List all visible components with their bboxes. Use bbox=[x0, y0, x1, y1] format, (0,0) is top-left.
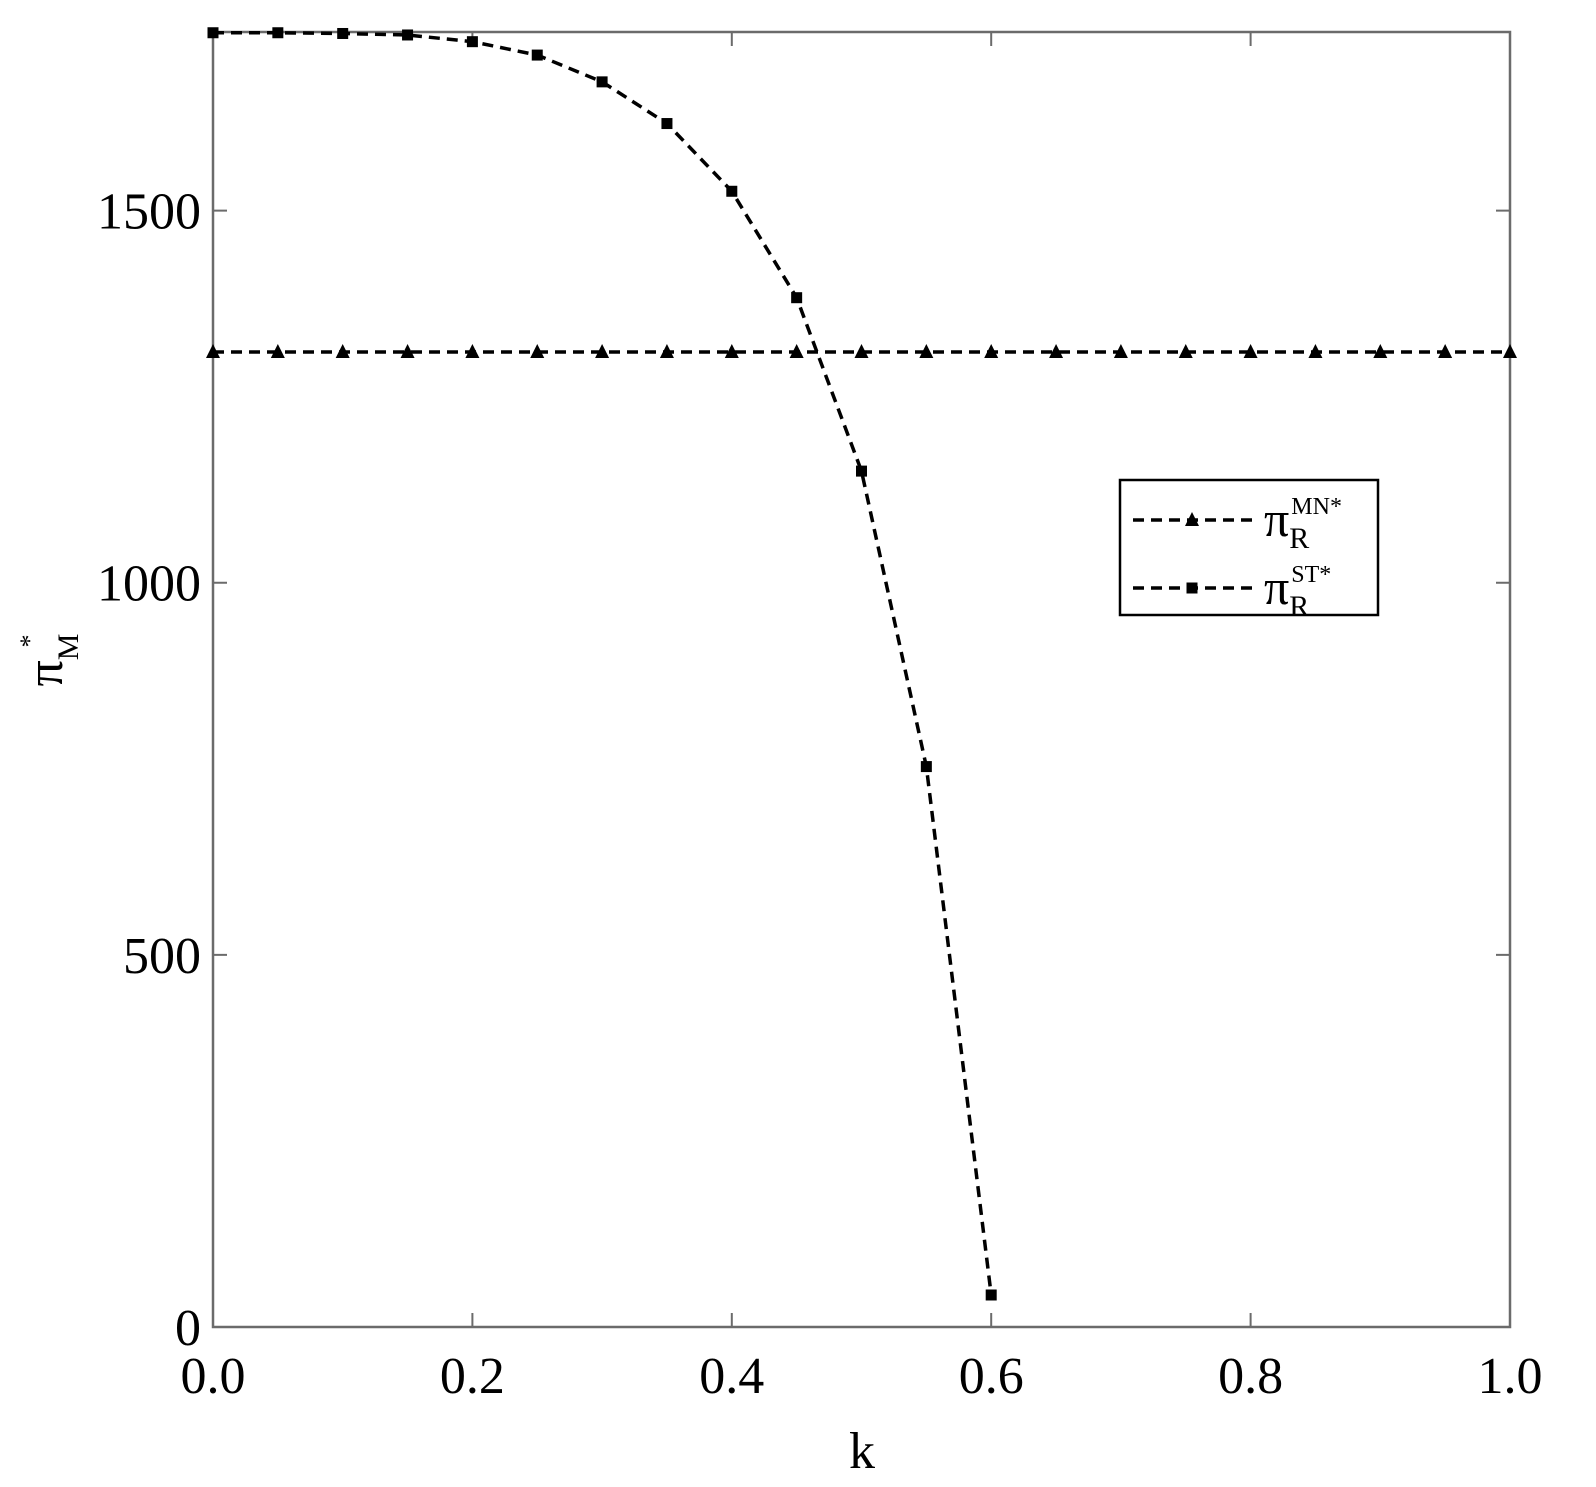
marker bbox=[1243, 344, 1258, 359]
legend-marker bbox=[1185, 512, 1199, 526]
marker bbox=[1113, 344, 1128, 359]
marker bbox=[530, 344, 545, 359]
marker bbox=[856, 465, 867, 477]
legend-name: π bbox=[1264, 491, 1289, 547]
x-tick-label: 0.8 bbox=[1218, 1348, 1283, 1405]
legend-sub: R bbox=[1289, 590, 1309, 623]
marker bbox=[207, 27, 219, 39]
legend-sup: ST* bbox=[1291, 562, 1331, 588]
series-line bbox=[213, 30, 993, 1296]
legend-label: πRST* bbox=[1264, 559, 1331, 623]
legend-box bbox=[1118, 478, 1380, 617]
marker bbox=[206, 344, 220, 359]
x-tick-label: 0.6 bbox=[959, 1348, 1024, 1405]
x-tick-label: 0.0 bbox=[181, 1348, 246, 1405]
marker bbox=[1503, 344, 1517, 359]
marker bbox=[400, 344, 415, 359]
marker bbox=[659, 344, 674, 359]
y-tick-label: 1000 bbox=[97, 556, 201, 613]
marker bbox=[596, 76, 608, 88]
y-label-sup: * bbox=[15, 635, 44, 648]
marker bbox=[985, 1289, 997, 1301]
marker bbox=[402, 29, 414, 41]
marker bbox=[920, 761, 932, 773]
marker bbox=[919, 344, 934, 359]
marker bbox=[984, 344, 999, 359]
marker bbox=[661, 118, 673, 130]
marker bbox=[726, 185, 738, 197]
marker bbox=[337, 27, 349, 39]
y-label-main: π bbox=[17, 660, 74, 686]
y-label-sub: M bbox=[52, 634, 85, 661]
plot-frame bbox=[211, 30, 1512, 1329]
legend-marker bbox=[1186, 582, 1198, 594]
marker bbox=[1178, 344, 1193, 359]
x-tick-label: 0.4 bbox=[699, 1348, 764, 1405]
y-axis-label: πM * bbox=[15, 634, 85, 687]
marker bbox=[466, 36, 478, 48]
x-tick-label: 0.2 bbox=[440, 1348, 505, 1405]
marker bbox=[531, 49, 543, 61]
marker bbox=[335, 344, 350, 359]
marker bbox=[724, 344, 739, 359]
marker bbox=[1049, 344, 1064, 359]
x-axis-label: k bbox=[849, 1423, 875, 1480]
y-tick-label: 1500 bbox=[97, 184, 201, 241]
x-tick-label: 1.0 bbox=[1478, 1348, 1543, 1405]
y-tick-label: 0 bbox=[175, 1300, 201, 1357]
legend-label: πRMN* bbox=[1264, 491, 1342, 555]
marker bbox=[1438, 344, 1453, 359]
marker bbox=[595, 344, 610, 359]
marker bbox=[272, 27, 284, 39]
marker bbox=[789, 344, 804, 359]
marker bbox=[465, 344, 480, 359]
marker bbox=[854, 344, 869, 359]
marker bbox=[791, 292, 803, 304]
legend-sub: R bbox=[1289, 522, 1309, 555]
marker bbox=[270, 344, 285, 359]
marker bbox=[1373, 344, 1388, 359]
y-tick-label: 500 bbox=[123, 928, 201, 985]
marker bbox=[1308, 344, 1323, 359]
legend-name: π bbox=[1264, 559, 1289, 615]
legend-sup: MN* bbox=[1291, 494, 1342, 520]
